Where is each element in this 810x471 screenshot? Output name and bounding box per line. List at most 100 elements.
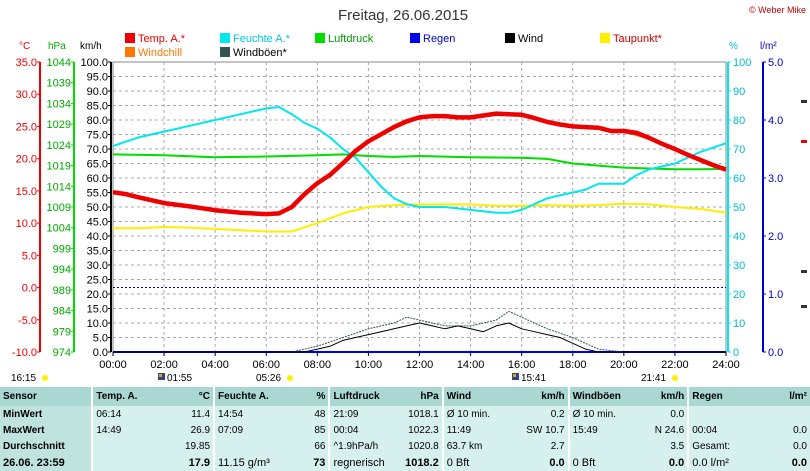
- wind-unit-label: km/h: [80, 41, 102, 52]
- legend-swatch: [220, 33, 230, 43]
- pressure-value: 1020.8: [383, 438, 443, 455]
- humidity-unit-label: %: [729, 41, 738, 52]
- humidity-value: 48: [276, 406, 330, 423]
- wind-tick-label: 50.0: [87, 202, 108, 214]
- wind-tick-label: 45.0: [87, 217, 108, 229]
- legend-swatch: [220, 47, 230, 57]
- pressure-tick-label: 1019: [47, 161, 71, 173]
- gust-value: 0.0: [633, 406, 689, 423]
- rain-tick-label: 5.0: [768, 57, 783, 69]
- row-label: MinWert: [0, 406, 93, 423]
- pressure-tick-label: 994: [53, 264, 71, 276]
- wind-value: SW 10.7: [507, 422, 569, 439]
- header-gust: Windböen: [567, 387, 634, 407]
- humidity-value: 85: [276, 422, 330, 439]
- pressure-tick-label: 1034: [47, 98, 71, 110]
- chart-series: [112, 106, 727, 353]
- header-humidity: Feuchte A.: [213, 387, 277, 407]
- temp-time: 06:14: [91, 406, 156, 423]
- pressure-tick-label: 1029: [47, 119, 71, 131]
- gust-desc: [567, 438, 634, 455]
- pressure-tick-label: 974: [53, 347, 71, 359]
- header-rain-unit: l/m²: [751, 387, 810, 407]
- pressure-tick-label: 1009: [47, 202, 71, 214]
- wind-desc: 0 Bft: [441, 454, 508, 471]
- stats-row-max: MaxWert 14:49 26.9 07:09 85 00:04 1022.3…: [0, 422, 810, 439]
- time-marker-label: 05:26: [256, 373, 281, 384]
- temp-value: 26.9: [155, 422, 215, 439]
- temp-tick-label: 5.0: [22, 250, 37, 262]
- temp-tick-label: 10.0: [16, 218, 37, 230]
- gust-value: 3.5: [633, 438, 689, 455]
- x-tick-label: 24:00: [712, 359, 740, 371]
- humidity-tick-label: 70: [733, 144, 745, 156]
- time-marker-label: 15:41: [521, 373, 546, 384]
- wind-tick-label: 10.0: [87, 318, 108, 330]
- wind-value: 0.0: [507, 454, 569, 471]
- legend-item: Taupunkt*: [600, 33, 663, 45]
- x-tick-label: 08:00: [304, 359, 332, 371]
- header-wind-unit: km/h: [507, 387, 569, 407]
- wind-tick-label: 85.0: [87, 101, 108, 113]
- wind-tick-label: 20.0: [87, 289, 108, 301]
- y-axes: 35.0 30.0 25.0 20.0 15.0 10.0 5.0 0.0 -5.0 -10.0 1…: [12, 57, 783, 359]
- legend-label: Luftdruck: [328, 33, 374, 45]
- pressure-tick-label: 1039: [47, 78, 71, 90]
- chart-legend: Temp. A.* Feuchte A.* Luftdruck Regen Wind Ta…: [125, 33, 663, 59]
- temp-tick-label: -10.0: [12, 347, 37, 359]
- legend-item: Wind: [505, 33, 543, 45]
- legend-label: Wind: [518, 33, 543, 45]
- x-tick-label: 06:00: [252, 359, 280, 371]
- temp-tick-label: -5.0: [18, 315, 37, 327]
- wind-tick-label: 15.0: [87, 304, 108, 316]
- humidity-tick-label: 10: [733, 318, 745, 330]
- legend-item: Windböen*: [220, 47, 288, 59]
- wind-desc: Ø 10 min.: [441, 406, 508, 423]
- rain-desc: Gesamt:: [687, 438, 752, 455]
- wind-tick-label: 30.0: [87, 260, 108, 272]
- humidity-tick-label: 40: [733, 231, 745, 243]
- pressure-unit-label: hPa: [48, 41, 66, 52]
- temp-time: 14:49: [91, 422, 156, 439]
- x-tick-label: 10:00: [355, 359, 383, 371]
- humidity-tick-label: 50: [733, 202, 745, 214]
- temp-tick-label: 35.0: [16, 57, 37, 69]
- pressure-tick-label: 1044: [47, 57, 71, 69]
- rain-tick-label: 4.0: [768, 115, 783, 127]
- rain-desc: 0.0 l/m²: [687, 454, 752, 471]
- legend-swatch: [125, 33, 135, 43]
- gust-desc: 0 Bft: [567, 454, 634, 471]
- time-markers: 16:15 01:55 05:26 15:41 21:41: [11, 373, 678, 384]
- copyright-text: © Weber Mike: [749, 5, 806, 15]
- wind-tick-label: 70.0: [87, 144, 108, 156]
- pressure-tick-label: 989: [53, 285, 71, 297]
- wind-tick-label: 65.0: [87, 159, 108, 171]
- rain-value: 0.0: [751, 422, 810, 439]
- wind-tick-label: 5.0: [93, 333, 108, 345]
- legend-swatch: [505, 33, 515, 43]
- legend-label: Taupunkt*: [613, 33, 663, 45]
- legend-item: Temp. A.*: [125, 33, 186, 45]
- time-marker: 01:55: [158, 373, 192, 384]
- x-tick-label: 04:00: [201, 359, 229, 371]
- rain-tick-label: 0.0: [768, 347, 783, 359]
- weather-chart: Freitag, 26.06.2015 © Weber Mike Temp. A…: [11, 5, 807, 384]
- legend-item: Luftdruck: [315, 33, 374, 45]
- humidity-value: 73: [276, 454, 330, 471]
- temp-tick-label: 0.0: [22, 283, 37, 295]
- legend-swatch: [600, 33, 610, 43]
- header-temp-unit: °C: [155, 387, 215, 407]
- pressure-tick-label: 1024: [47, 140, 71, 152]
- gust-desc: Ø 10 min.: [567, 406, 634, 423]
- x-axis: 00:00 02:00 04:00 06:00 08:00 10:00 12:00 14:00…: [99, 352, 740, 371]
- humidity-time: 07:09: [213, 422, 277, 439]
- humidity-tick-label: 0: [733, 347, 739, 359]
- gust-desc: 15:49: [567, 422, 634, 439]
- wind-tick-label: 100.0: [80, 57, 108, 69]
- wind-tick-label: 55.0: [87, 188, 108, 200]
- legend-item: Feuchte A.*: [220, 33, 291, 45]
- wind-tick-label: 95.0: [87, 72, 108, 84]
- sun-icon: [42, 375, 48, 381]
- wind-tick-label: 40.0: [87, 231, 108, 243]
- temp-tick-label: 25.0: [16, 121, 37, 133]
